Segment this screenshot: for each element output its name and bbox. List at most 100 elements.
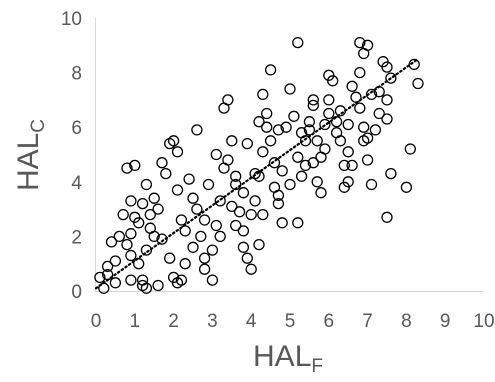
data-point bbox=[272, 124, 285, 136]
y-axis-title-main: HAL bbox=[12, 133, 45, 191]
data-point bbox=[187, 241, 199, 253]
data-point bbox=[125, 274, 137, 286]
data-point bbox=[408, 58, 420, 71]
data-point bbox=[144, 222, 156, 234]
data-point bbox=[129, 159, 141, 172]
data-point bbox=[249, 167, 261, 180]
data-point bbox=[330, 127, 343, 139]
data-point bbox=[338, 181, 350, 193]
data-point bbox=[191, 124, 203, 136]
data-point bbox=[117, 208, 129, 221]
data-point bbox=[257, 146, 269, 158]
data-points bbox=[94, 36, 424, 294]
data-point bbox=[101, 260, 114, 273]
y-tick-label: 10 bbox=[61, 9, 82, 30]
data-point bbox=[261, 121, 273, 133]
data-point bbox=[241, 137, 253, 150]
data-point bbox=[292, 217, 304, 229]
data-point bbox=[295, 170, 308, 182]
data-point bbox=[136, 279, 149, 292]
x-tick-label: 1 bbox=[130, 311, 141, 332]
x-tick-label: 4 bbox=[246, 311, 257, 332]
data-point bbox=[164, 252, 176, 264]
data-point bbox=[156, 233, 168, 245]
x-tick-label: 3 bbox=[207, 311, 218, 332]
data-point bbox=[346, 80, 358, 92]
data-point bbox=[307, 157, 319, 169]
data-point bbox=[125, 228, 137, 240]
x-axis-title: HALF bbox=[253, 340, 323, 377]
data-point bbox=[400, 181, 413, 193]
data-point bbox=[230, 219, 242, 232]
data-point bbox=[381, 113, 393, 125]
data-point bbox=[295, 127, 308, 139]
data-point bbox=[381, 211, 393, 223]
data-point bbox=[198, 263, 211, 275]
data-point bbox=[342, 118, 354, 131]
data-point bbox=[140, 178, 153, 191]
y-tick-label: 6 bbox=[71, 118, 82, 139]
data-point bbox=[222, 94, 234, 106]
data-point bbox=[365, 178, 378, 191]
data-point bbox=[334, 105, 347, 117]
data-point bbox=[385, 167, 397, 180]
x-axis-title-sub: F bbox=[311, 356, 323, 377]
data-point bbox=[323, 107, 335, 120]
data-point bbox=[377, 56, 389, 68]
x-tick-labels: 0 1 2 3 4 5 6 7 8 9 10 bbox=[91, 311, 495, 332]
data-point bbox=[109, 277, 122, 289]
data-point bbox=[361, 154, 374, 166]
data-point bbox=[214, 230, 226, 243]
data-point bbox=[346, 159, 358, 172]
data-point bbox=[280, 121, 292, 133]
y-tick-label: 4 bbox=[71, 173, 82, 194]
data-point bbox=[369, 124, 382, 136]
data-point bbox=[129, 211, 141, 223]
data-point bbox=[249, 195, 261, 207]
data-point bbox=[148, 192, 160, 204]
data-point bbox=[109, 255, 122, 267]
data-point bbox=[179, 258, 191, 270]
data-point bbox=[264, 135, 277, 147]
data-point bbox=[245, 263, 257, 275]
data-point bbox=[323, 94, 335, 106]
x-tick-label: 7 bbox=[362, 311, 373, 332]
data-point bbox=[412, 77, 424, 90]
data-point bbox=[156, 157, 168, 169]
data-point bbox=[299, 159, 312, 172]
data-point bbox=[268, 157, 281, 169]
data-point bbox=[171, 146, 184, 158]
data-point bbox=[354, 36, 366, 49]
data-point bbox=[315, 187, 327, 199]
data-point bbox=[284, 83, 296, 95]
x-tick-label: 2 bbox=[168, 311, 179, 332]
data-point bbox=[257, 208, 269, 221]
data-point bbox=[385, 72, 397, 84]
data-point bbox=[272, 197, 285, 210]
data-point bbox=[373, 107, 385, 120]
data-point bbox=[253, 116, 265, 128]
data-point bbox=[288, 110, 300, 122]
data-point bbox=[94, 271, 106, 284]
y-axis-title: HALC bbox=[12, 119, 49, 191]
data-point bbox=[241, 252, 253, 264]
data-point bbox=[253, 238, 265, 251]
data-point bbox=[307, 99, 319, 112]
x-tick-label: 10 bbox=[473, 311, 494, 332]
data-point bbox=[292, 151, 304, 163]
data-point bbox=[323, 69, 335, 81]
data-point bbox=[125, 195, 137, 207]
data-point bbox=[292, 36, 304, 49]
data-point bbox=[315, 151, 327, 163]
data-point bbox=[195, 230, 207, 243]
y-tick-labels: 0 2 4 6 8 10 bbox=[61, 9, 83, 303]
data-point bbox=[210, 148, 222, 161]
x-axis-title-main: HAL bbox=[253, 340, 311, 373]
data-point bbox=[125, 249, 137, 262]
data-point bbox=[354, 102, 366, 114]
data-point bbox=[311, 176, 323, 188]
data-point bbox=[319, 118, 331, 131]
data-point bbox=[233, 206, 246, 218]
data-point bbox=[264, 64, 277, 76]
